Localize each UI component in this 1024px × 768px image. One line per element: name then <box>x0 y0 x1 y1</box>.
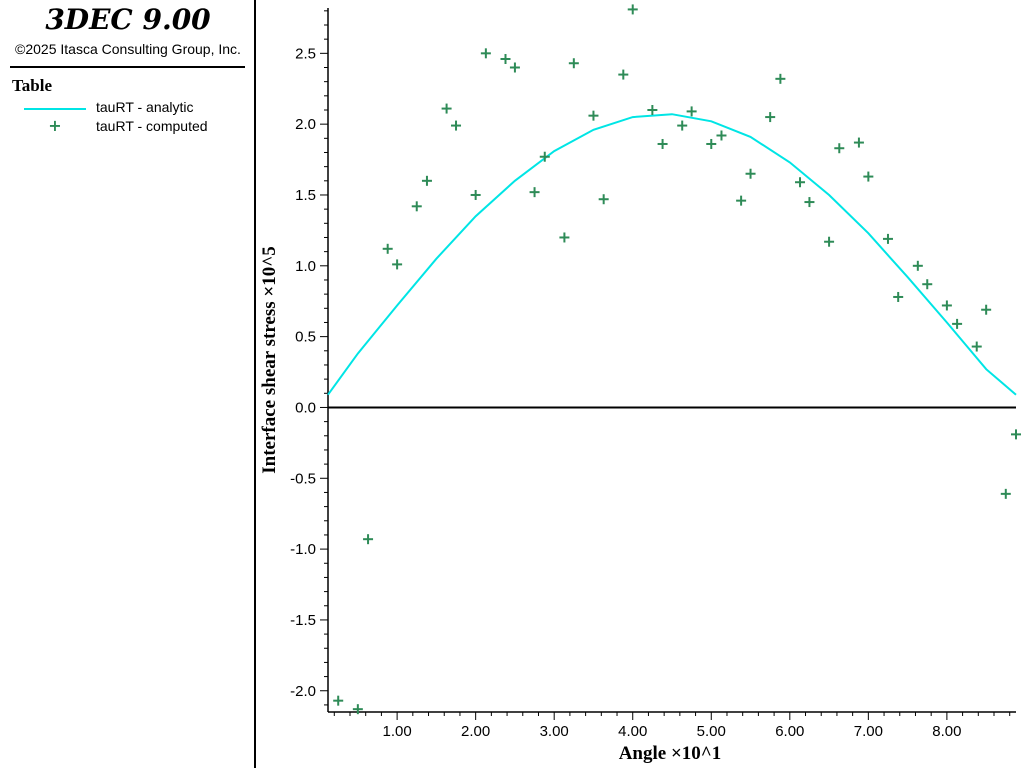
data-point-computed <box>1000 488 1011 499</box>
data-point-computed <box>657 138 668 149</box>
data-point-computed <box>352 704 363 715</box>
data-point-computed <box>559 232 570 243</box>
data-point-computed <box>588 110 599 121</box>
copyright-notice: ©2025 Itasca Consulting Group, Inc. <box>15 41 241 57</box>
data-point-computed <box>775 73 786 84</box>
data-point-computed <box>568 58 579 69</box>
x-tick-label: 6.00 <box>775 723 804 740</box>
data-point-computed <box>500 53 511 64</box>
legend-label-computed: tauRT - computed <box>96 118 208 134</box>
y-tick-label: 2.5 <box>295 45 316 62</box>
data-point-computed <box>382 243 393 254</box>
x-tick-label: 7.00 <box>854 723 883 740</box>
data-point-computed <box>618 69 629 80</box>
data-point-computed <box>706 138 717 149</box>
data-point-computed <box>863 171 874 182</box>
y-tick-label: 1.5 <box>295 187 316 204</box>
series-line-analytic <box>327 113 1017 396</box>
y-tick-label: 1.0 <box>295 258 316 275</box>
data-point-computed <box>392 259 403 270</box>
app-title: 3DEC 9.00 <box>45 3 211 36</box>
x-tick-label: 4.00 <box>618 723 647 740</box>
data-point-computed <box>981 304 992 315</box>
x-tick-label: 8.00 <box>932 723 961 740</box>
y-tick-label: 0.5 <box>295 329 316 346</box>
data-point-computed <box>716 130 727 141</box>
x-tick-label: 2.00 <box>461 723 490 740</box>
plus-marker-icon: + <box>48 116 62 135</box>
data-point-computed <box>912 260 923 271</box>
y-tick-label: 2.0 <box>295 116 316 133</box>
series-points <box>333 4 1021 715</box>
x-tick-label: 5.00 <box>697 723 726 740</box>
data-point-computed <box>441 103 452 114</box>
data-point-computed <box>795 177 806 188</box>
data-point-computed <box>480 48 491 59</box>
data-point-computed <box>451 120 462 131</box>
data-point-computed <box>882 233 893 244</box>
y-axis-title: Interface shear stress ×10^5 <box>259 246 280 473</box>
y-tick-label: -1.5 <box>290 612 316 629</box>
y-tick-label: -2.0 <box>290 683 316 700</box>
data-point-computed <box>627 4 638 15</box>
y-tick-label: 0.0 <box>295 399 316 416</box>
data-point-computed <box>922 279 933 290</box>
data-point-computed <box>893 291 904 302</box>
legend-label-analytic: tauRT - analytic <box>96 99 194 115</box>
data-point-computed <box>952 318 963 329</box>
tick-labels: -2.0 -1.5 -1.0 -0.5 0.0 0.5 1.0 1.5 2.0 2.5 1.00 2.… <box>290 45 961 740</box>
data-point-computed <box>971 341 982 352</box>
data-point-computed <box>647 104 658 115</box>
data-point-computed <box>765 112 776 123</box>
x-tick-label: 1.00 <box>383 723 412 740</box>
series-lines <box>327 113 1017 396</box>
data-point-computed <box>736 195 747 206</box>
data-point-computed <box>529 187 540 198</box>
data-point-computed <box>411 201 422 212</box>
data-point-computed <box>677 120 688 131</box>
data-point-computed <box>941 300 952 311</box>
data-point-computed <box>333 695 344 706</box>
legend-title: Table <box>12 76 53 95</box>
x-tick-label: 3.00 <box>540 723 569 740</box>
axes <box>327 8 1016 713</box>
y-tick-label: -0.5 <box>290 470 316 487</box>
data-point-computed <box>686 106 697 117</box>
y-tick-label: -1.0 <box>290 541 316 558</box>
data-point-computed <box>598 194 609 205</box>
data-point-computed <box>834 143 845 154</box>
x-axis-title: Angle ×10^1 <box>619 743 722 764</box>
data-point-computed <box>421 175 432 186</box>
data-point-computed <box>1011 429 1021 440</box>
legend-divider <box>10 66 245 68</box>
data-point-computed <box>363 534 374 545</box>
tick-marks <box>320 10 1011 720</box>
legend-panel: 3DEC 9.00 ©2025 Itasca Consulting Group,… <box>0 0 256 768</box>
data-point-computed <box>853 137 864 148</box>
data-point-computed <box>539 151 550 162</box>
data-point-computed <box>804 197 815 208</box>
line-swatch-icon <box>24 108 86 110</box>
data-point-computed <box>470 189 481 200</box>
data-point-computed <box>509 62 520 73</box>
data-point-computed <box>824 236 835 247</box>
data-point-computed <box>745 168 756 179</box>
